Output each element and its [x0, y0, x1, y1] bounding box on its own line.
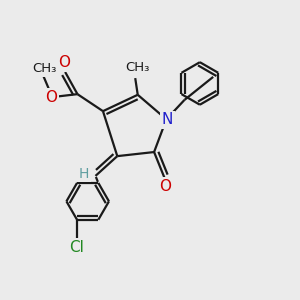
Text: Cl: Cl	[70, 240, 85, 255]
Text: N: N	[162, 112, 173, 127]
Text: CH₃: CH₃	[32, 62, 57, 75]
Text: O: O	[45, 90, 57, 105]
Text: O: O	[159, 179, 171, 194]
Text: O: O	[58, 56, 70, 70]
Text: H: H	[79, 167, 89, 181]
Text: CH₃: CH₃	[125, 61, 150, 74]
